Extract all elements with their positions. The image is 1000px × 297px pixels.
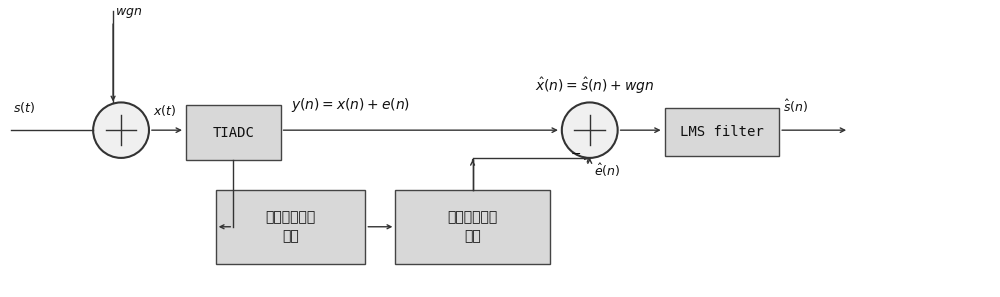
Text: $\hat{x}(n)=\hat{s}(n)+wgn$: $\hat{x}(n)=\hat{s}(n)+wgn$ (535, 76, 654, 96)
Text: $\hat{e}(n)$: $\hat{e}(n)$ (594, 162, 620, 179)
Text: $s(t)$: $s(t)$ (13, 100, 35, 115)
Ellipse shape (93, 102, 149, 158)
Text: $wgn$: $wgn$ (115, 6, 142, 20)
Text: $\hat{s}(n)$: $\hat{s}(n)$ (783, 98, 808, 115)
Bar (216, 189, 365, 264)
Bar (395, 189, 550, 264)
Text: $x(t)$: $x(t)$ (153, 103, 176, 118)
Text: $-$: $-$ (570, 147, 581, 160)
Text: TIADC: TIADC (212, 126, 254, 140)
Ellipse shape (562, 102, 618, 158)
Bar (665, 108, 779, 156)
Text: LMS filter: LMS filter (680, 125, 764, 139)
Text: $y(n)=x(n)+e(n)$: $y(n)=x(n)+e(n)$ (291, 96, 410, 114)
Text: 频响失配参数
估计: 频响失配参数 估计 (265, 210, 316, 244)
Text: 频响失配误差
重构: 频响失配误差 重构 (447, 210, 498, 244)
Bar (186, 105, 281, 160)
